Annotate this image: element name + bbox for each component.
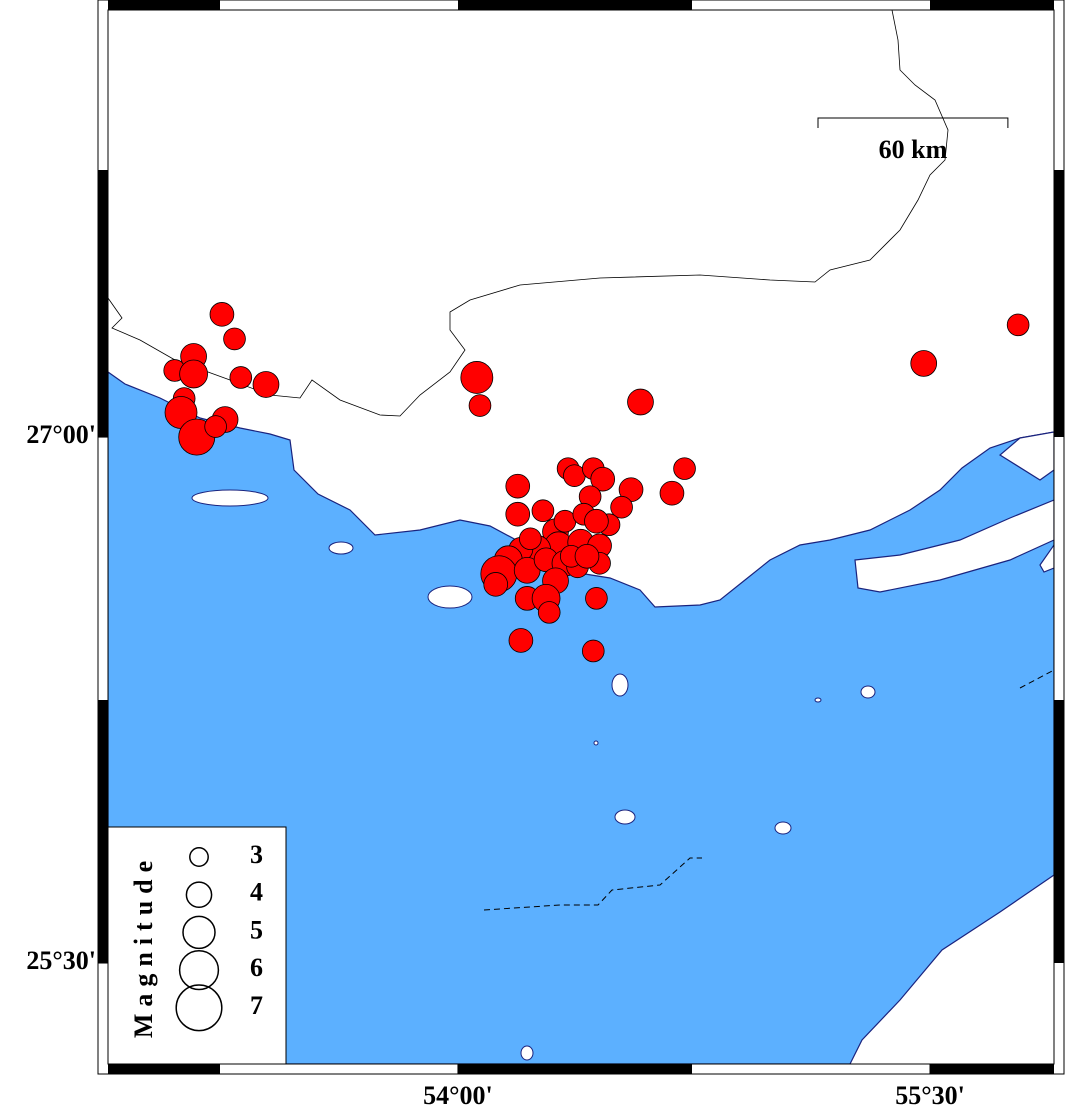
events <box>163 302 1030 663</box>
earthquake <box>519 527 542 551</box>
legend: Magnitude 3 4 5 6 7 <box>107 826 287 1065</box>
scale-bar: 60 km <box>817 117 1009 164</box>
earthquake <box>179 359 208 389</box>
island <box>854 499 1054 593</box>
island <box>593 740 599 746</box>
earthquake <box>460 361 494 394</box>
legend-label: 7 <box>250 991 263 1020</box>
x-tick-label: 54°00' <box>423 1081 493 1110</box>
island <box>427 585 473 609</box>
legend-symbol <box>182 915 216 950</box>
legend-title: Magnitude <box>129 854 158 1038</box>
legend-symbol <box>185 881 213 909</box>
island <box>520 1045 534 1061</box>
x-tick-label: 55°30' <box>895 1081 965 1110</box>
earthquake <box>627 388 654 416</box>
island <box>774 821 792 835</box>
earthquake <box>531 499 555 523</box>
island <box>328 541 354 555</box>
legend-symbol <box>178 949 220 991</box>
legend-symbol <box>175 984 223 1032</box>
earthquake <box>673 457 696 480</box>
legend-symbol <box>189 847 209 867</box>
earthquake <box>590 466 616 492</box>
maritime-boundary <box>1019 669 1054 689</box>
earthquake <box>581 639 605 663</box>
scale-label: 60 km <box>879 135 948 164</box>
earthquake <box>204 415 227 438</box>
island <box>814 697 822 703</box>
legend-label: 4 <box>250 878 263 907</box>
y-tick-label: 27°00' <box>26 420 96 449</box>
maritime-boundary <box>483 857 702 911</box>
earthquake <box>910 350 938 377</box>
earthquake <box>223 327 246 351</box>
earthquake <box>508 628 534 653</box>
earthquake <box>574 543 600 569</box>
earthquake <box>659 480 685 506</box>
peninsula <box>998 431 1054 481</box>
island <box>614 809 636 825</box>
earthquake <box>209 302 235 327</box>
earthquake <box>505 501 531 527</box>
island <box>191 489 269 507</box>
earthquake <box>229 366 253 389</box>
earthquake <box>537 601 561 624</box>
earthquake <box>610 495 633 519</box>
earthquake <box>585 587 608 610</box>
earthquake <box>483 572 509 597</box>
frame-stripes <box>98 0 1064 1074</box>
earthquake <box>584 508 609 534</box>
y-tick-label: 25°30' <box>26 946 96 975</box>
island <box>1039 543 1054 573</box>
earthquake <box>505 473 531 499</box>
legend-label: 3 <box>250 840 263 869</box>
earthquake <box>252 371 280 398</box>
scale-line <box>817 117 1009 128</box>
island <box>860 685 876 699</box>
earthquake <box>468 394 492 417</box>
legend-label: 6 <box>250 953 263 982</box>
legend-label: 5 <box>250 915 263 944</box>
island <box>611 673 629 697</box>
earthquake <box>1006 313 1030 337</box>
